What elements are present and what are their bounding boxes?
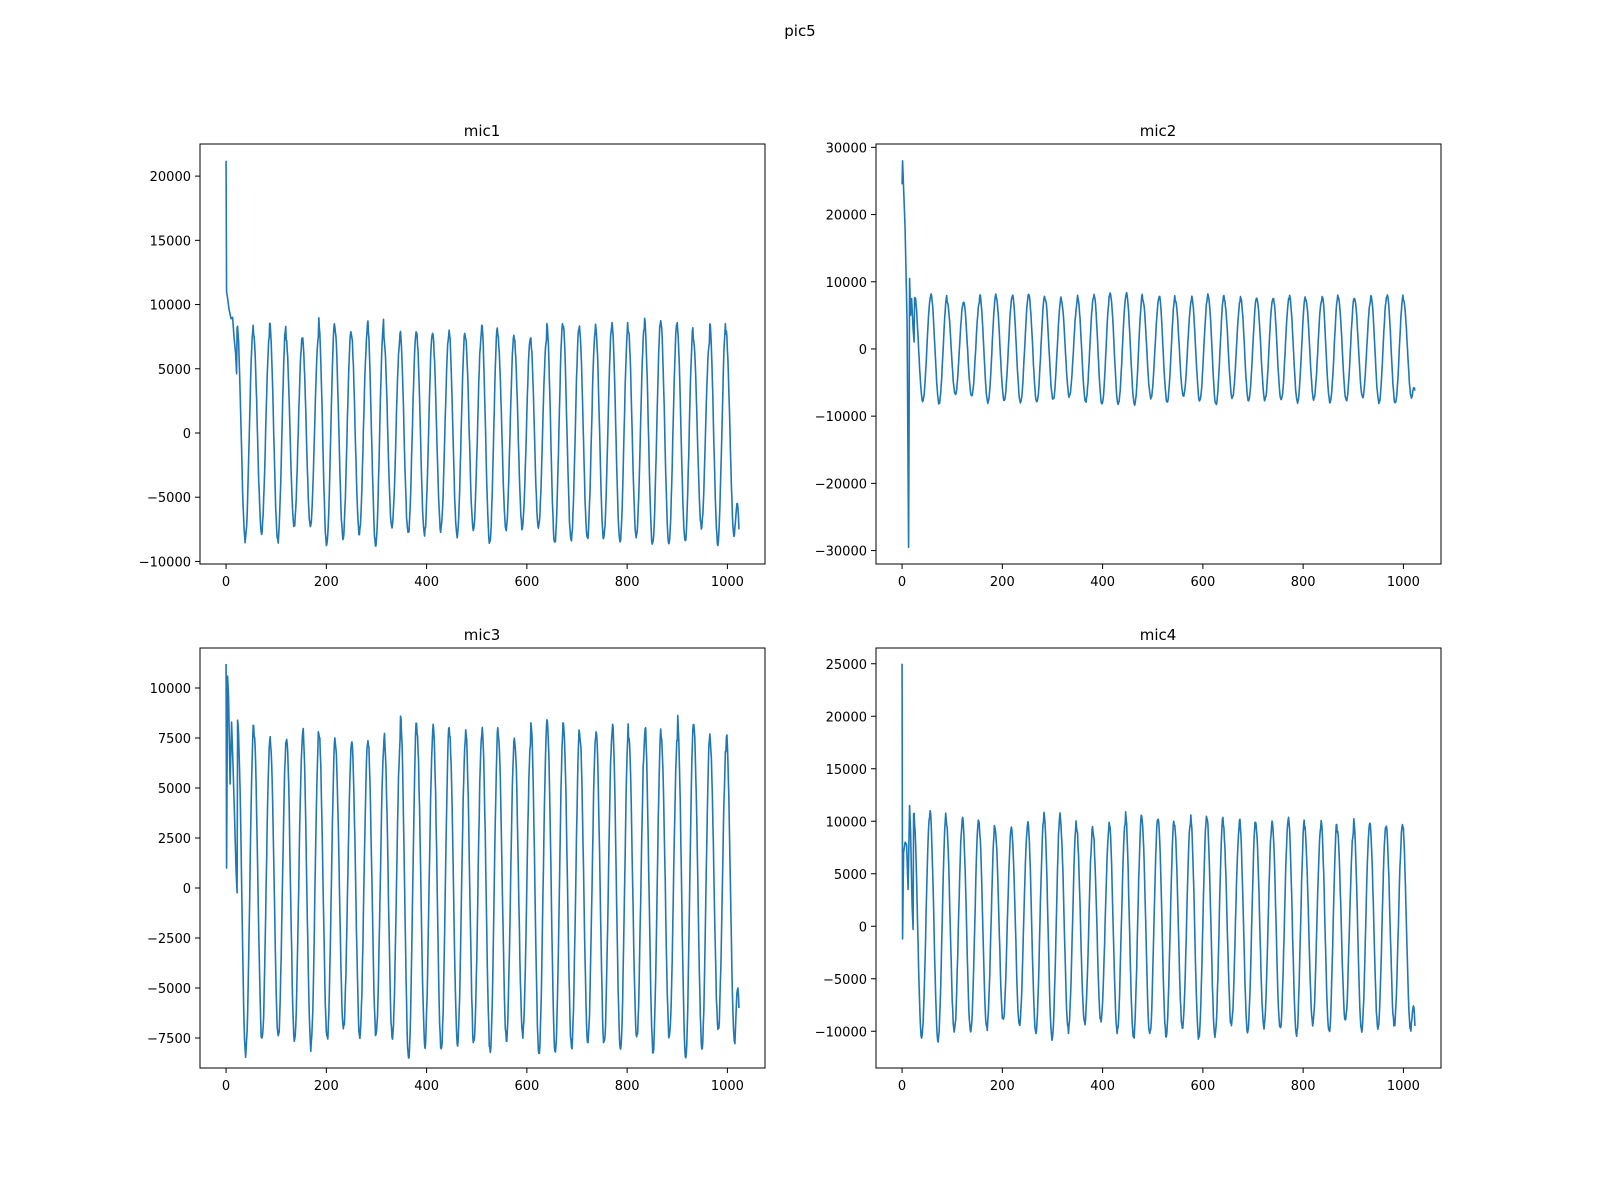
x-tick-label: 0 xyxy=(898,575,906,590)
x-tick-label: 800 xyxy=(1291,575,1316,590)
y-tick-label: −30000 xyxy=(815,545,867,560)
x-tick-label: 400 xyxy=(1090,575,1115,590)
x-tick-label: 0 xyxy=(222,1079,230,1094)
y-tick-label: −5000 xyxy=(147,982,191,997)
y-tick-label: −5000 xyxy=(823,973,867,988)
y-tick-label: −7500 xyxy=(147,1032,191,1047)
x-tick-label: 400 xyxy=(1090,1079,1115,1094)
subplot-mic2: mic2 0 200 400 600 800 1000 −30000 −20000 −10000… xyxy=(815,122,1442,590)
y-tick-label: 0 xyxy=(859,343,867,358)
plot-frame xyxy=(199,143,766,565)
x-tick-label: 600 xyxy=(1190,1079,1215,1094)
y-tick-label: −20000 xyxy=(815,477,867,492)
series-line xyxy=(901,160,1416,548)
x-tick-label: 200 xyxy=(314,1079,339,1094)
y-tick-label: 0 xyxy=(859,920,867,935)
x-tick-label: 800 xyxy=(615,1079,640,1094)
y-tick-label: 5000 xyxy=(158,363,191,378)
subplot-mic3: mic3 0 200 400 600 800 1000 −7500 −5000 −2500 0 25… xyxy=(147,626,766,1094)
figure-title: pic5 xyxy=(784,22,815,40)
x-tick-label: 400 xyxy=(414,575,439,590)
subplot-title: mic1 xyxy=(464,122,501,140)
y-tick-label: −10000 xyxy=(815,410,867,425)
x-tick-label: 1000 xyxy=(1387,575,1420,590)
y-tick-label: 10000 xyxy=(150,299,191,314)
x-tick-label: 800 xyxy=(1291,1079,1316,1094)
y-tick-label: −10000 xyxy=(815,1025,867,1040)
subplot-title: mic4 xyxy=(1140,626,1177,644)
y-tick-label: 25000 xyxy=(826,658,867,673)
y-tick-label: 15000 xyxy=(150,234,191,249)
series-line xyxy=(225,663,740,1059)
y-tick-label: 5000 xyxy=(158,782,191,797)
x-tick-label: 600 xyxy=(514,575,539,590)
y-tick-label: −10000 xyxy=(139,555,191,570)
y-tick-label: 10000 xyxy=(150,682,191,697)
x-tick-label: 0 xyxy=(222,575,230,590)
y-tick-label: 20000 xyxy=(826,209,867,224)
y-tick-label: 5000 xyxy=(834,868,867,883)
subplot-mic1: mic1 0 200 400 600 800 1000 −10000 −5000 0 5000 10… xyxy=(139,122,766,590)
x-tick-label: 200 xyxy=(990,575,1015,590)
subplot-title: mic3 xyxy=(464,626,501,644)
y-tick-label: 20000 xyxy=(826,710,867,725)
x-tick-label: 600 xyxy=(514,1079,539,1094)
y-tick-label: 20000 xyxy=(150,170,191,185)
y-tick-label: 0 xyxy=(183,427,191,442)
x-tick-label: 400 xyxy=(414,1079,439,1094)
y-tick-label: 0 xyxy=(183,882,191,897)
y-tick-label: −5000 xyxy=(147,491,191,506)
series-line xyxy=(225,160,740,547)
x-tick-label: 200 xyxy=(990,1079,1015,1094)
x-tick-label: 1000 xyxy=(711,1079,744,1094)
y-tick-label: −2500 xyxy=(147,932,191,947)
y-tick-label: 15000 xyxy=(826,763,867,778)
plot-frame xyxy=(875,143,1442,565)
x-tick-label: 0 xyxy=(898,1079,906,1094)
x-tick-label: 800 xyxy=(615,575,640,590)
y-tick-label: 30000 xyxy=(826,141,867,156)
series-line xyxy=(901,663,1416,1043)
plot-frame xyxy=(875,647,1442,1069)
subplot-title: mic2 xyxy=(1140,122,1177,140)
y-tick-label: 7500 xyxy=(158,732,191,747)
subplot-mic4: mic4 0 200 400 600 800 1000 −10000 −5000 0 5000 10… xyxy=(815,626,1442,1094)
y-tick-label: 10000 xyxy=(826,815,867,830)
x-tick-label: 1000 xyxy=(711,575,744,590)
x-tick-label: 200 xyxy=(314,575,339,590)
plot-frame xyxy=(199,647,766,1069)
x-tick-label: 1000 xyxy=(1387,1079,1420,1094)
x-tick-label: 600 xyxy=(1190,575,1215,590)
y-tick-label: 2500 xyxy=(158,832,191,847)
y-tick-label: 10000 xyxy=(826,276,867,291)
